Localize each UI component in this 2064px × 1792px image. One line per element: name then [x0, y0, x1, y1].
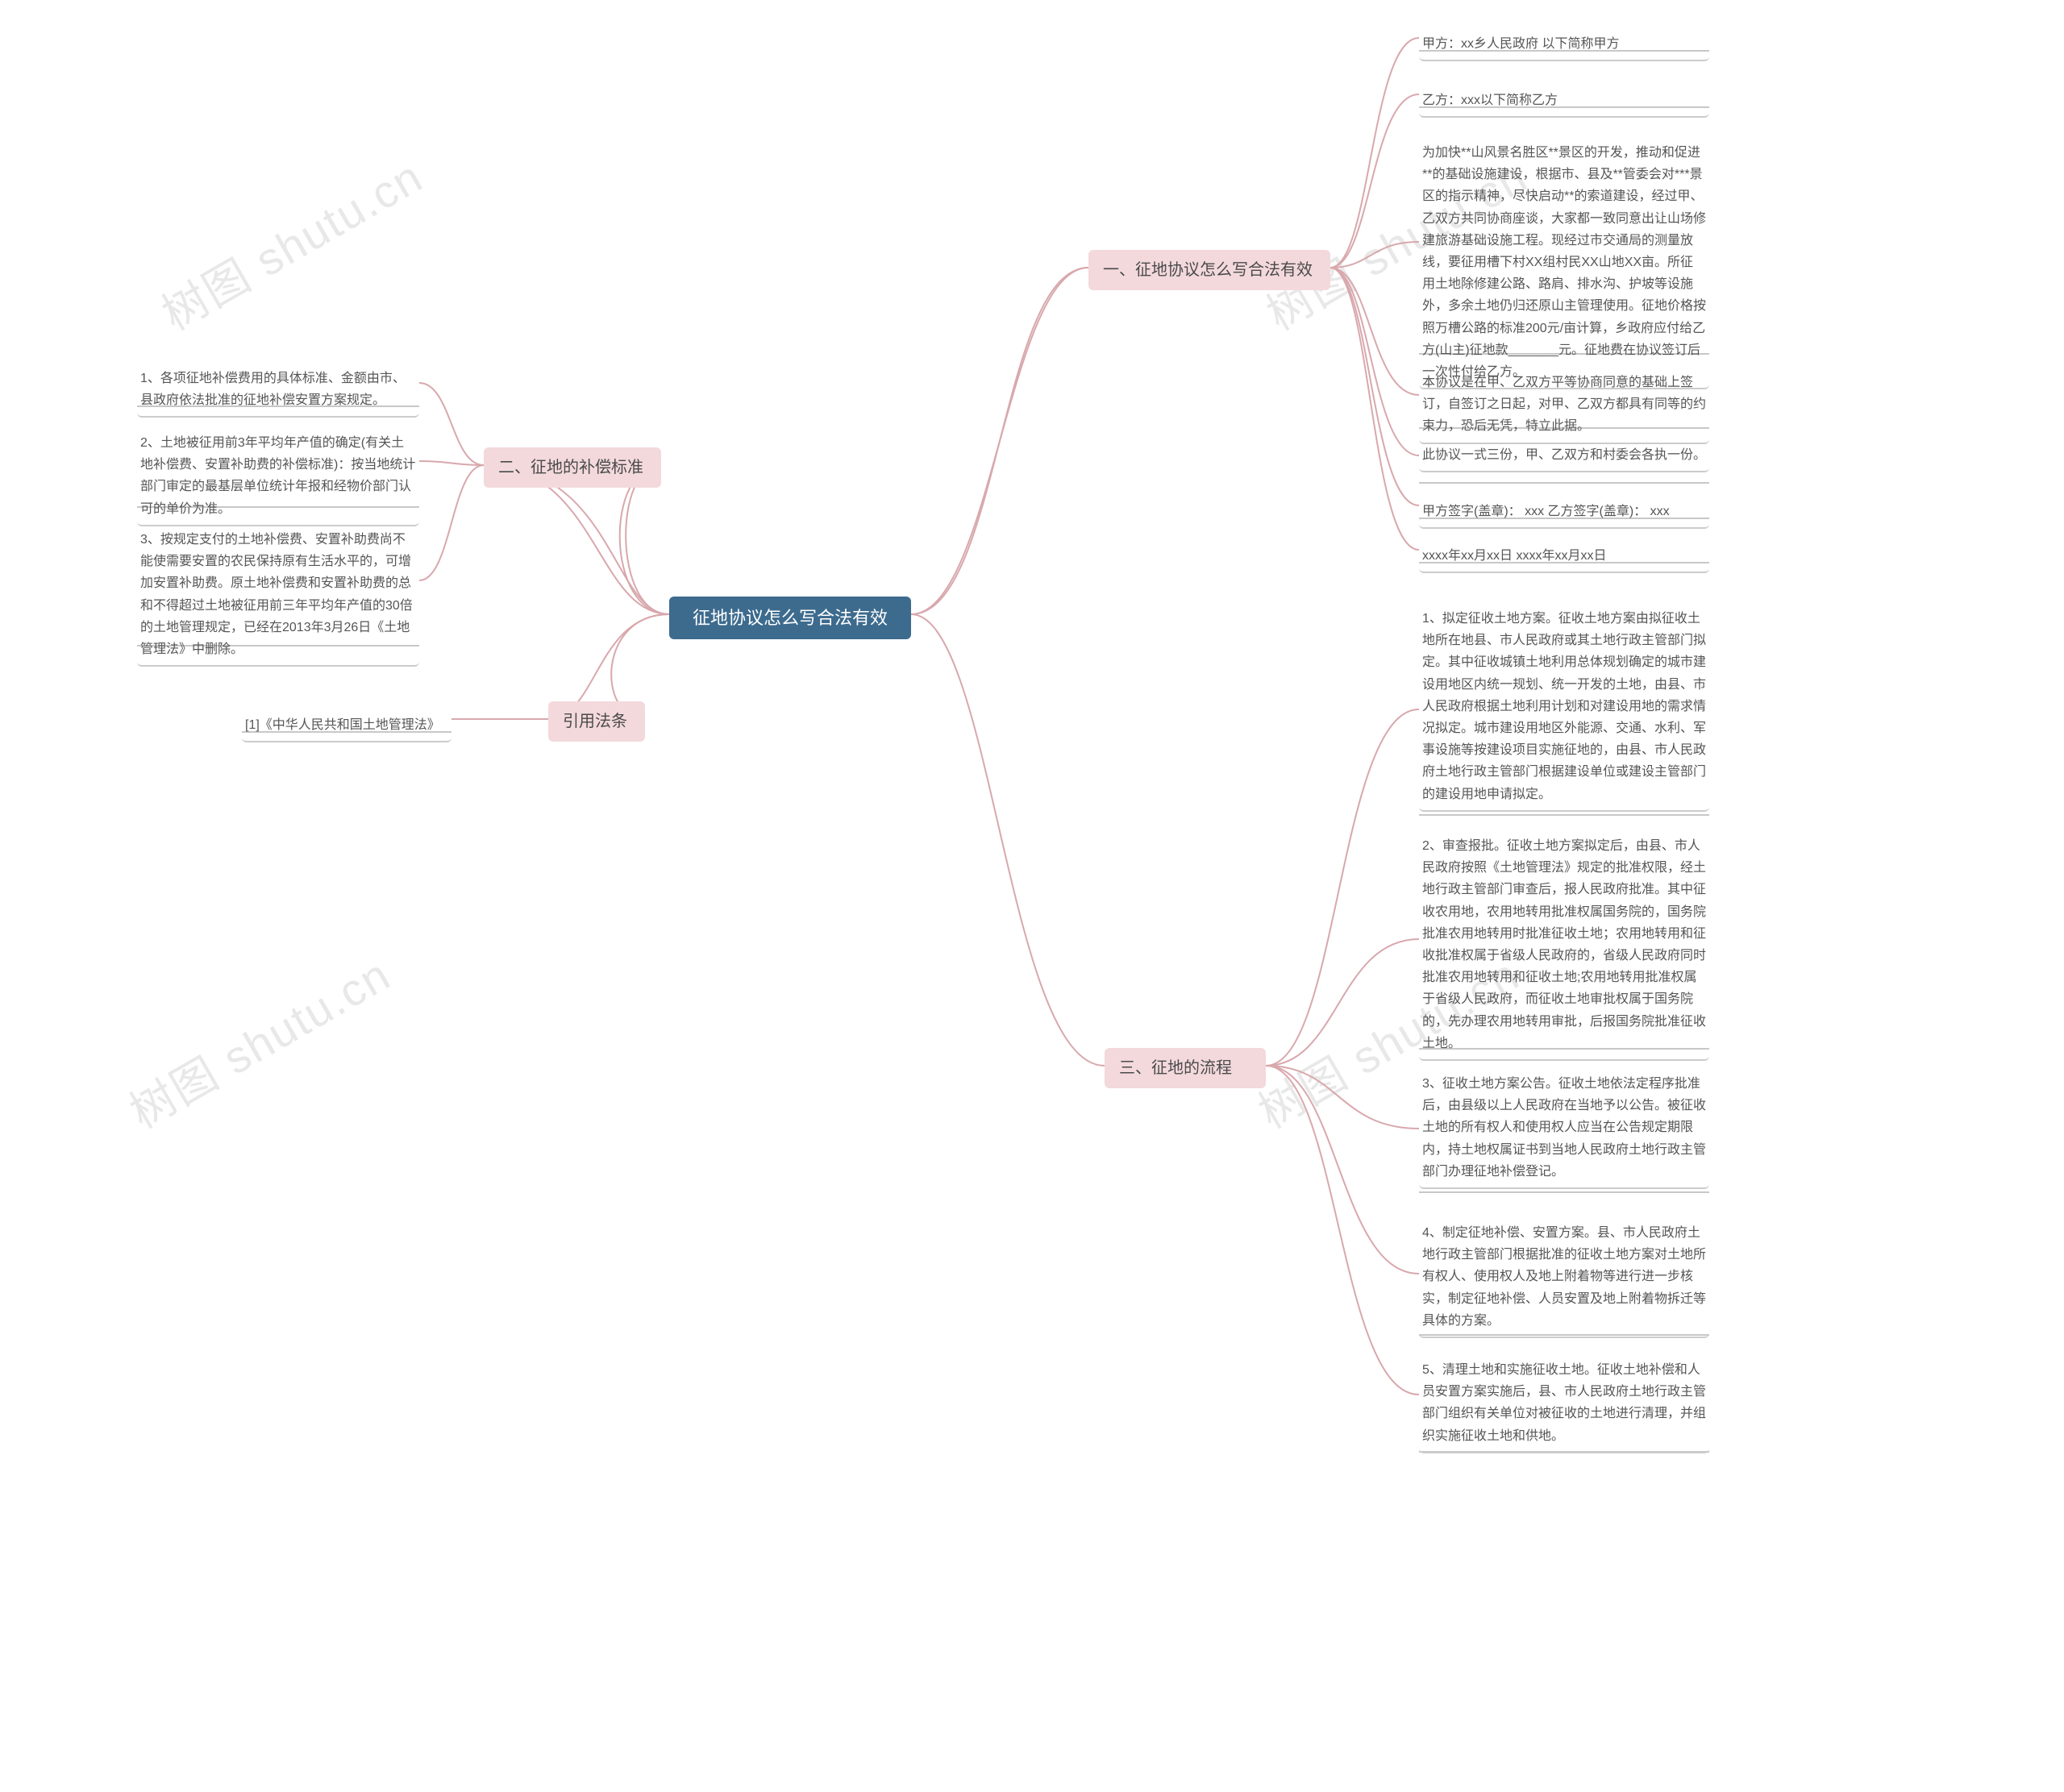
leaf-node: 5、清理土地和实施征收土地。征收土地补偿和人员安置方案实施后，县、市人民政府土地…: [1419, 1354, 1709, 1453]
branch-node-2[interactable]: 二、征地的补偿标准: [484, 447, 661, 488]
root-node[interactable]: 征地协议怎么写合法有效: [669, 597, 911, 639]
leaf-node: xxxx年xx月xx日 xxxx年xx月xx日: [1419, 540, 1709, 573]
leaf-node: 为加快**山风景名胜区**景区的开发，推动和促进**的基础设施建设，根据市、县及…: [1419, 137, 1709, 389]
watermark: 树图 shutu.cn: [148, 141, 433, 343]
leaf-node: 1、拟定征收土地方案。征收土地方案由拟征收土地所在地县、市人民政府或其土地行政主…: [1419, 603, 1709, 812]
leaf-node: [1]《中华人民共和国土地管理法》: [242, 709, 452, 742]
branch-node-3[interactable]: 三、征地的流程: [1105, 1048, 1266, 1088]
leaf-node: 甲方签字(盖章)： xxx 乙方签字(盖章)： xxx: [1419, 496, 1709, 529]
leaf-node: 2、土地被征用前3年平均年产值的确定(有关土地补偿费、安置补助费的补偿标准)：按…: [137, 427, 419, 526]
leaf-node: 4、制定征地补偿、安置方案。县、市人民政府土地行政主管部门根据批准的征收土地方案…: [1419, 1217, 1709, 1338]
connector-lines: [0, 0, 2064, 1792]
leaf-node: 3、征收土地方案公告。征收土地依法定程序批准后，由县级以上人民政府在当地予以公告…: [1419, 1068, 1709, 1189]
watermark: 树图 shutu.cn: [116, 939, 401, 1141]
branch-node-1[interactable]: 一、征地协议怎么写合法有效: [1088, 250, 1330, 290]
connector-lines-2: [0, 0, 2064, 1792]
leaf-node: 此协议一式三份，甲、乙双方和村委会各执一份。: [1419, 439, 1709, 472]
leaf-node: 3、按规定支付的土地补偿费、安置补助费尚不能使需要安置的农民保持原有生活水平的，…: [137, 524, 419, 667]
leaf-node: 2、审查报批。征收土地方案拟定后，由县、市人民政府按照《土地管理法》规定的批准权…: [1419, 830, 1709, 1061]
leaf-node: 甲方：xx乡人民政府 以下简称甲方: [1419, 28, 1709, 61]
leaf-node: 乙方：xxx以下简称乙方: [1419, 85, 1709, 118]
leaf-node: 本协议是在甲、乙双方平等协商同意的基础上签订，自签订之日起，对甲、乙双方都具有同…: [1419, 367, 1709, 444]
branch-node-4[interactable]: 引用法条: [548, 701, 645, 742]
leaf-node: 1、各项征地补偿费用的具体标准、金额由市、县政府依法批准的征地补偿安置方案规定。: [137, 363, 419, 418]
